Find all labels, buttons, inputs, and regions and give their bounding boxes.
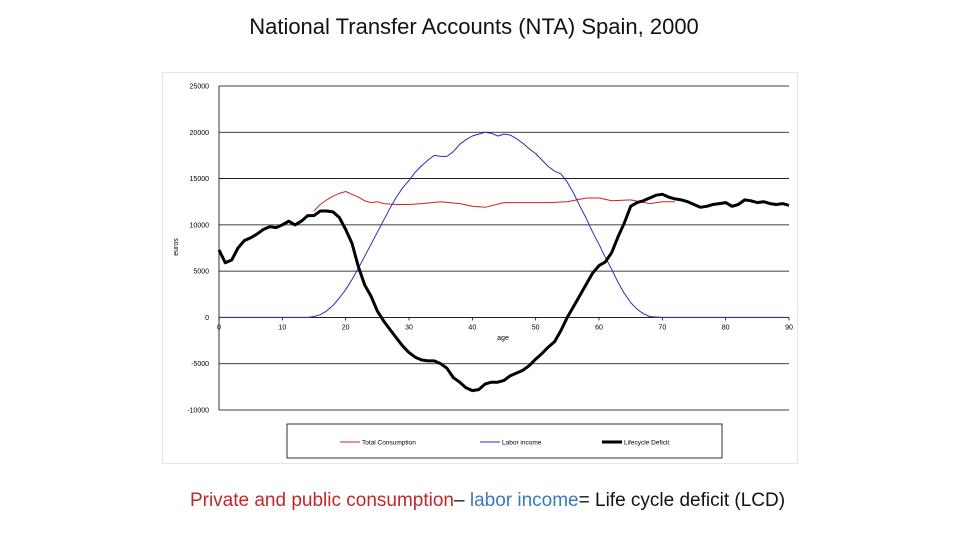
x-tick-label: 30 xyxy=(405,324,413,331)
legend-label-consumption: Total Consumption xyxy=(362,440,416,447)
x-tick-label: 80 xyxy=(722,324,730,331)
y-tick-label: 5000 xyxy=(193,269,209,276)
legend-label-lcd: Lifecycle Deficit xyxy=(624,440,669,447)
x-axis-label: age xyxy=(497,335,509,342)
caption-consumption: Private and public consumption xyxy=(189,490,454,511)
y-tick-label: 25000 xyxy=(190,84,210,91)
x-tick-label: 10 xyxy=(278,324,286,331)
x-tick-label: 70 xyxy=(658,324,666,331)
gridlines xyxy=(219,85,789,411)
y-tick-label: 0 xyxy=(205,315,209,322)
axes: euros age -10000 -5000 0 5000 10000 15000 2000… xyxy=(173,84,793,415)
series-lines xyxy=(217,131,790,393)
x-tick-label: 0 xyxy=(217,324,221,331)
y-tick-label: -5000 xyxy=(191,361,209,368)
y-tick-label: 15000 xyxy=(190,176,210,183)
chart-frame xyxy=(162,72,798,464)
y-tick-label: 20000 xyxy=(190,130,210,137)
series-labor-income xyxy=(219,131,789,318)
x-tick-label: 20 xyxy=(342,324,350,331)
series-lifecycle-deficit xyxy=(217,192,790,393)
legend-box xyxy=(286,423,723,459)
x-tick-label: 60 xyxy=(595,324,603,331)
y-axis-label: euros xyxy=(173,238,180,256)
caption: Private and public consumption– labor in… xyxy=(0,490,960,512)
caption-lcd: Life cycle deficit (LCD) xyxy=(595,490,786,511)
caption-equals: = xyxy=(578,490,595,511)
lifecycle-chart: euros age -10000 -5000 0 5000 10000 15000 2000… xyxy=(162,72,798,464)
caption-labor-income: labor income xyxy=(469,490,579,511)
legend: Total Consumption Labor income Lifecycle… xyxy=(286,423,723,459)
x-tick-label: 90 xyxy=(785,324,793,331)
y-tick-label: 10000 xyxy=(190,222,210,229)
series-total-consumption xyxy=(313,191,675,212)
legend-label-labor: Labor income xyxy=(502,440,542,447)
chart-canvas: euros age -10000 -5000 0 5000 10000 15000 2000… xyxy=(162,72,798,464)
x-tick-label: 50 xyxy=(532,324,540,331)
slide-title: National Transfer Accounts (NTA) Spain, … xyxy=(249,14,699,39)
x-tick-label: 40 xyxy=(468,324,476,331)
y-tick-label: -10000 xyxy=(187,408,209,415)
caption-minus: – xyxy=(453,490,470,511)
